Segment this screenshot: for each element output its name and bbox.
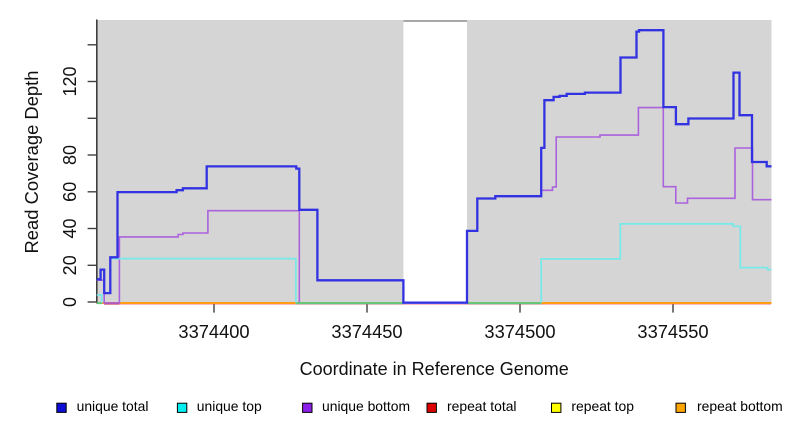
svg-text:120: 120	[60, 66, 80, 96]
svg-text:3374450: 3374450	[331, 321, 402, 342]
svg-text:repeat total: repeat total	[447, 398, 517, 414]
svg-text:3374550: 3374550	[637, 321, 708, 342]
svg-text:Coordinate in Reference Genome: Coordinate in Reference Genome	[300, 359, 569, 379]
svg-text:3374400: 3374400	[178, 321, 249, 342]
svg-text:3374500: 3374500	[484, 321, 555, 342]
svg-text:40: 40	[60, 218, 80, 238]
svg-text:Read Coverage Depth: Read Coverage Depth	[21, 71, 42, 254]
svg-text:80: 80	[60, 145, 80, 165]
svg-text:60: 60	[60, 182, 80, 202]
svg-text:unique top: unique top	[197, 398, 262, 414]
svg-text:20: 20	[60, 255, 80, 275]
svg-text:0: 0	[60, 297, 80, 307]
svg-text:unique bottom: unique bottom	[322, 398, 410, 414]
svg-text:unique total: unique total	[77, 398, 149, 414]
svg-text:repeat top: repeat top	[571, 398, 634, 414]
svg-text:repeat bottom: repeat bottom	[697, 398, 783, 414]
